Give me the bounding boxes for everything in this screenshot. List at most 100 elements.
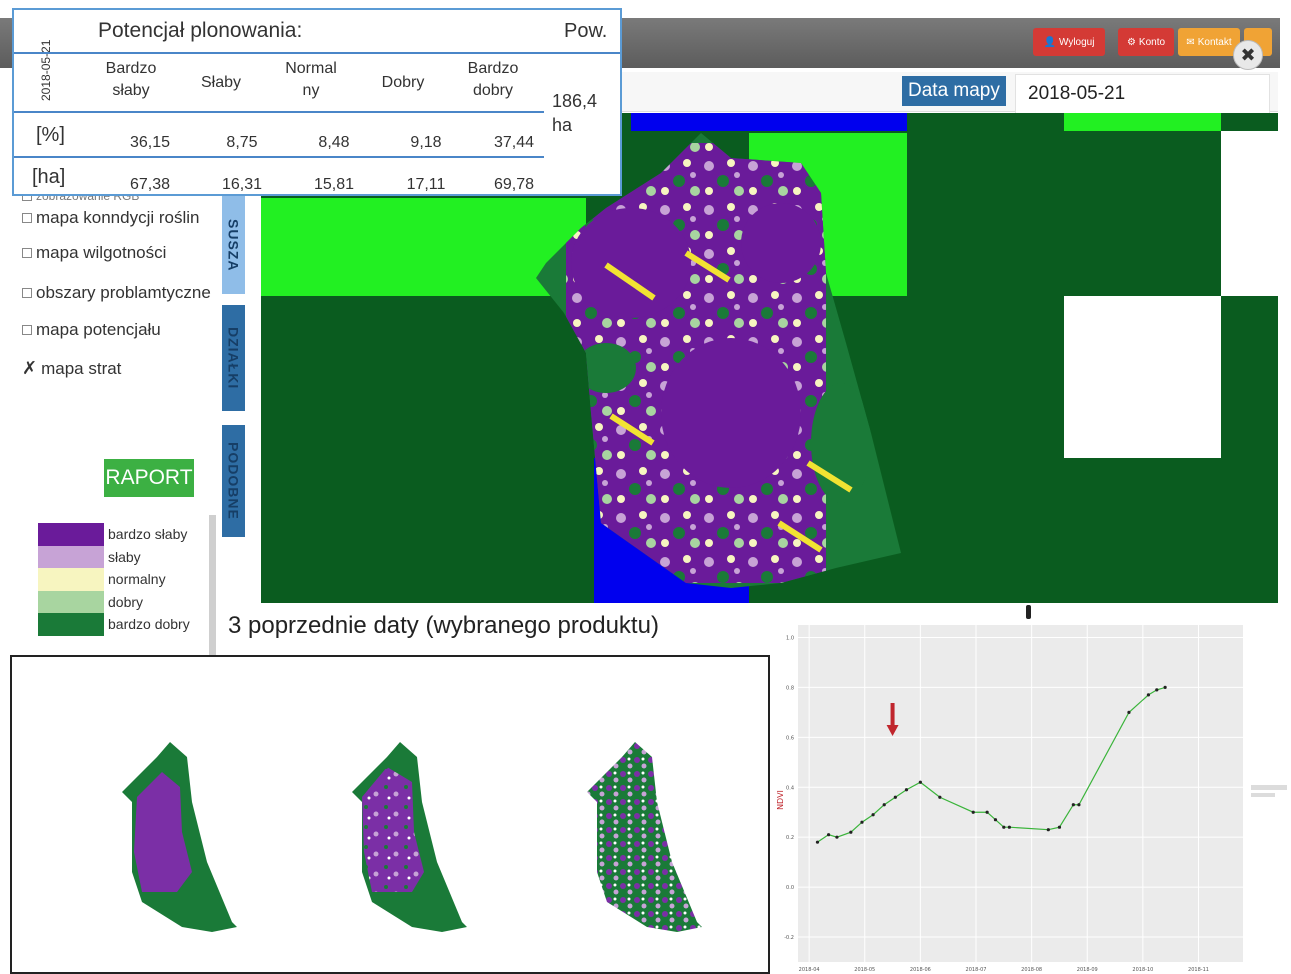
- data-point: [918, 780, 922, 784]
- column-header: Bardzo dobry: [467, 60, 519, 99]
- x-tick-label: 2018-10: [1132, 967, 1153, 973]
- map-date-field[interactable]: 2018-05-21: [1015, 74, 1270, 114]
- account-label: Konto: [1138, 36, 1166, 48]
- data-point: [938, 795, 942, 799]
- data-point: [1002, 825, 1006, 829]
- plot-area: [798, 625, 1243, 962]
- tab-label: DZIAŁKI: [225, 326, 242, 390]
- map-pin-icon: [1026, 605, 1031, 619]
- close-icon[interactable]: ✖: [1233, 40, 1263, 70]
- column-header: Słaby: [200, 74, 242, 91]
- layer-label: mapa konndycji roślin: [36, 208, 200, 227]
- red-arrow-head: [886, 725, 899, 736]
- stats-date: 2018-05-21: [39, 39, 53, 101]
- blue-strip: [631, 113, 907, 131]
- previous-map-2[interactable]: [352, 742, 467, 932]
- ndvi-chart: 1.0 0.8 0.6 0.4 0.2 0.0 -0.2 2018-04 2018-05 2018…: [773, 620, 1291, 974]
- layer-item-losses[interactable]: ✗ mapa strat: [22, 358, 121, 379]
- data-point: [1071, 803, 1075, 807]
- cell-percent: 37,44: [493, 134, 535, 151]
- data-point: [971, 810, 975, 814]
- cell-percent: 8,75: [226, 134, 258, 151]
- previous-map-3[interactable]: [587, 742, 702, 932]
- field-map[interactable]: [261, 113, 1278, 603]
- legend-item: bardzo dobry: [38, 613, 208, 636]
- data-point: [860, 820, 864, 824]
- x-tick-label: 2018-07: [966, 967, 987, 973]
- data-point: [1163, 685, 1167, 690]
- legend-swatch: [38, 568, 104, 591]
- legend-text: [1251, 785, 1287, 790]
- legend-swatch: [38, 613, 104, 636]
- checked-x-icon[interactable]: ✗: [22, 358, 38, 378]
- previous-maps: [122, 742, 702, 932]
- user-icon: 👤: [1043, 36, 1056, 48]
- red-arrow-shaft: [890, 703, 895, 725]
- column-header: Normal ny: [285, 60, 337, 99]
- data-point: [993, 818, 998, 822]
- scrollbar[interactable]: [209, 515, 216, 655]
- y-axis-label: NDVI: [776, 790, 785, 810]
- gear-icon: ⚙: [1126, 36, 1136, 48]
- tab-dzialki[interactable]: DZIAŁKI: [222, 305, 245, 411]
- legend-label: bardzo słaby: [108, 526, 188, 543]
- x-tick-label: 2018-06: [910, 967, 931, 973]
- x-tick-label: 2018-05: [854, 967, 875, 973]
- x-tick-label: 2018-11: [1188, 967, 1209, 973]
- tab-label: PODOBNE: [225, 442, 242, 520]
- layer-item-condition[interactable]: mapa konndycji roślin: [22, 208, 199, 228]
- legend-swatch: [38, 590, 104, 613]
- y-tick-label: -0.2: [784, 935, 794, 941]
- legend-text: [1251, 793, 1275, 797]
- previous-dates-title: 3 poprzednie daty (wybranego produktu): [228, 612, 659, 639]
- logout-label: Wyloguj: [1058, 36, 1095, 48]
- logout-button[interactable]: 👤 Wyloguj: [1033, 28, 1105, 56]
- x-tick-label: 2018-08: [1021, 967, 1042, 973]
- tab-susza[interactable]: SUSZA: [222, 196, 245, 294]
- layer-item-potential[interactable]: mapa potencjału: [22, 320, 161, 340]
- yellow-marker: [777, 520, 823, 553]
- layer-label: mapa strat: [41, 358, 122, 378]
- data-point: [815, 840, 820, 844]
- yellow-marker: [806, 460, 853, 493]
- data-point: [882, 803, 886, 807]
- data-point: [1007, 825, 1011, 829]
- yellow-marker: [684, 250, 731, 283]
- map-date-label: Data mapy: [902, 76, 1006, 106]
- red-arrow-icon: [886, 703, 899, 736]
- raport-button[interactable]: RAPORT: [104, 459, 194, 497]
- tab-podobne[interactable]: PODOBNE: [222, 425, 245, 537]
- account-button[interactable]: ⚙ Konto: [1118, 28, 1174, 56]
- data-point: [849, 830, 853, 834]
- checkbox-icon[interactable]: [22, 213, 32, 223]
- data-point: [985, 810, 989, 814]
- legend-swatch: [38, 523, 104, 546]
- ndvi-chart-svg: 1.0 0.8 0.6 0.4 0.2 0.0 -0.2 2018-04 2018-05 2018…: [773, 620, 1291, 974]
- data-point: [1127, 710, 1131, 714]
- legend-label: dobry: [108, 593, 144, 610]
- previous-map-1[interactable]: [122, 742, 237, 932]
- yellow-marker: [609, 413, 655, 446]
- cell-ha: 69,78: [493, 176, 535, 193]
- row-label-ha: [ha]: [32, 166, 66, 188]
- divider: [14, 111, 544, 113]
- contact-button[interactable]: ✉ Kontakt: [1178, 28, 1240, 56]
- envelope-icon: ✉: [1186, 36, 1195, 48]
- map-legend: bardzo słaby słaby normalny dobry bardzo…: [38, 523, 208, 636]
- data-point: [904, 788, 909, 792]
- checkbox-icon[interactable]: [22, 248, 32, 258]
- legend-label: bardzo dobry: [108, 616, 190, 633]
- y-tick-label: 0.4: [786, 785, 794, 791]
- data-point: [1046, 828, 1050, 832]
- divider: [14, 52, 620, 54]
- layer-item-problem-areas[interactable]: obszary problamtyczne: [22, 283, 211, 303]
- layer-item-moisture[interactable]: mapa wilgotności: [22, 243, 166, 263]
- data-point: [871, 813, 875, 817]
- legend-swatch: [38, 545, 104, 568]
- yellow-marker: [604, 262, 656, 301]
- checkbox-icon[interactable]: [22, 325, 32, 335]
- checkbox-icon[interactable]: [22, 288, 32, 298]
- column-header: Dobry: [381, 74, 425, 91]
- data-point: [826, 833, 831, 837]
- yield-potential-table: 2018-05-21 Potencjał plonowania: Pow. Ba…: [12, 8, 622, 196]
